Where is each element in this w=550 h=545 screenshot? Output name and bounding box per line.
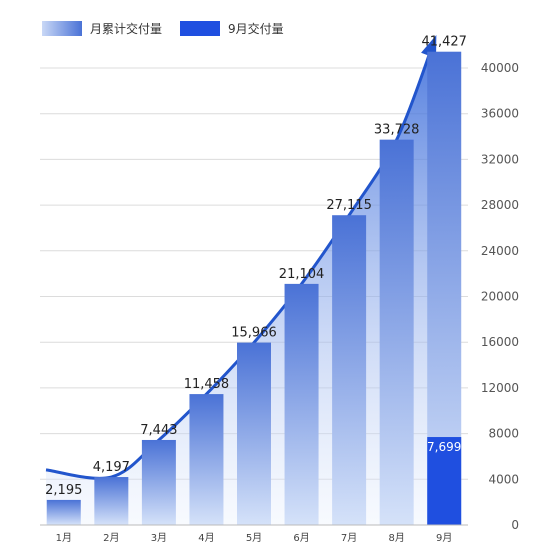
legend-entry-cumulative: 月累计交付量 [42, 21, 162, 36]
bar-cumulative-7 [332, 215, 367, 525]
bar-cumulative-3 [141, 439, 176, 525]
data-label-cumulative-4: 11,458 [184, 377, 230, 392]
data-label-cumulative-9: 41,427 [421, 35, 467, 50]
data-label-cumulative-3: 7,443 [140, 423, 177, 438]
data-label-cumulative-6: 21,104 [279, 267, 325, 282]
x-tick-label: 8月 [388, 532, 404, 544]
legend-label-cumulative: 月累计交付量 [90, 21, 162, 36]
data-label-cumulative-7: 27,115 [326, 198, 372, 213]
data-label-cumulative-8: 33,728 [374, 123, 420, 138]
bar-cumulative-1 [46, 499, 81, 525]
bar-cumulative-8 [379, 139, 414, 525]
y-tick-label: 20000 [481, 290, 519, 304]
data-label-cumulative-1: 2,195 [45, 483, 82, 498]
data-labels: 2,195 4,197 7,443 11,458 15,966 21,104 27,115 3… [45, 35, 467, 498]
bars [46, 51, 462, 525]
legend-entry-monthly: 9月交付量 [180, 21, 284, 36]
legend: 月累计交付量 9月交付量 [42, 21, 284, 36]
axes: 0 4000 8000 12000 16000 20000 24000 28000 32000 3… [40, 61, 519, 544]
data-label-cumulative-2: 4,197 [93, 460, 130, 475]
x-tick-label: 5月 [246, 532, 262, 544]
y-tick-label: 16000 [481, 335, 519, 349]
y-tick-label: 36000 [481, 107, 519, 121]
x-tick-label: 7月 [341, 532, 357, 544]
x-tick-label: 9月 [436, 532, 452, 544]
legend-swatch-cumulative [42, 21, 82, 36]
bar-cumulative-5 [237, 342, 271, 525]
data-label-monthly-9: 7,699 [427, 440, 461, 454]
legend-swatch-monthly [180, 21, 220, 36]
x-tick-label: 3月 [151, 532, 167, 544]
y-tick-label: 0 [511, 518, 519, 532]
y-tick-label: 24000 [481, 244, 519, 258]
bar-cumulative-2 [94, 477, 129, 525]
x-tick-label: 2月 [103, 532, 119, 544]
x-tick-label: 1月 [56, 532, 72, 544]
bar-cumulative-6 [284, 283, 319, 525]
x-tick-label: 4月 [198, 532, 214, 544]
legend-label-monthly: 9月交付量 [228, 21, 284, 36]
y-tick-label: 32000 [481, 152, 519, 166]
y-tick-label: 4000 [488, 472, 519, 486]
data-label-cumulative-5: 15,966 [231, 326, 277, 341]
y-tick-label: 8000 [488, 427, 519, 441]
bar-cumulative-4 [189, 394, 224, 525]
y-tick-label: 40000 [481, 61, 519, 75]
y-tick-label: 28000 [481, 198, 519, 212]
bar-monthly-9 [427, 437, 462, 525]
y-tick-label: 12000 [481, 381, 519, 395]
x-tick-label: 6月 [293, 532, 309, 544]
